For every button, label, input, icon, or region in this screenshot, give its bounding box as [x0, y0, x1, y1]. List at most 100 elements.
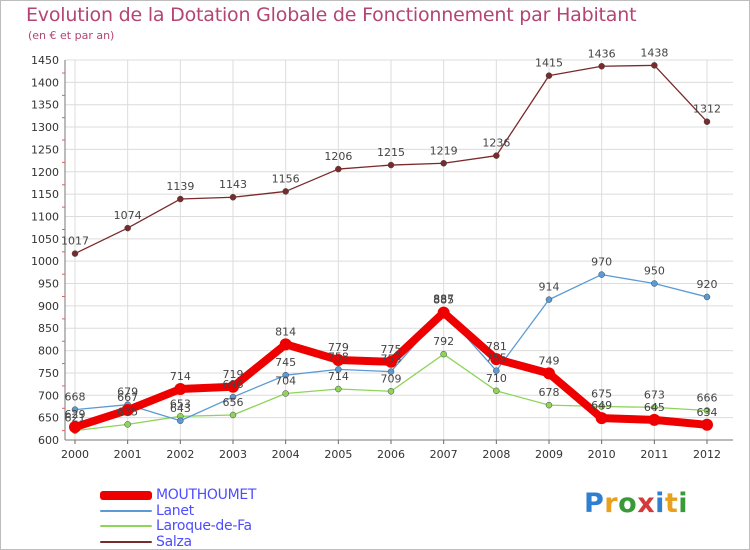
x-tick-label: 2005 — [324, 448, 352, 461]
logo-letter: o — [618, 488, 638, 519]
legend-label: Lanet — [156, 503, 194, 519]
y-tick-label: 950 — [38, 278, 59, 291]
data-label: 1236 — [482, 137, 510, 150]
data-point — [545, 296, 553, 303]
data-point — [651, 404, 658, 411]
y-tick-label: 1250 — [31, 143, 59, 156]
data-label: 666 — [697, 391, 718, 404]
data-label: 1215 — [377, 146, 405, 159]
data-point — [437, 306, 450, 319]
x-tick-label: 2004 — [272, 448, 300, 461]
data-label: 714 — [328, 370, 349, 383]
data-point — [282, 371, 289, 379]
series-lines — [69, 62, 713, 434]
x-tick-label: 2003 — [219, 448, 247, 461]
y-tick-label: 1350 — [31, 99, 59, 112]
data-point — [121, 404, 134, 417]
data-point — [545, 72, 553, 79]
data-point — [703, 118, 711, 125]
data-point — [651, 280, 658, 287]
legend-label: Salza — [156, 534, 192, 550]
x-tick-label: 2009 — [535, 448, 563, 461]
data-point — [69, 421, 81, 434]
data-label: 1017 — [61, 235, 89, 248]
x-tick-label: 2010 — [588, 448, 616, 461]
data-label: 950 — [644, 265, 665, 278]
data-point — [651, 62, 658, 69]
data-label: 634 — [697, 406, 718, 419]
y-tick-label: 1200 — [31, 166, 59, 179]
chart-subtitle: (en € et par an) — [28, 29, 115, 42]
x-tick-label: 2011 — [640, 448, 668, 461]
y-tick-label: 650 — [38, 412, 59, 425]
data-label: 714 — [170, 370, 191, 383]
data-label: 745 — [275, 356, 296, 369]
legend-swatch — [100, 510, 152, 512]
data-point — [387, 388, 395, 395]
data-point — [282, 188, 289, 195]
y-tick-label: 1400 — [31, 76, 59, 89]
data-point — [282, 390, 289, 397]
data-label: 749 — [539, 354, 560, 367]
data-point — [490, 353, 503, 366]
data-point — [440, 160, 447, 167]
data-label: 635 — [117, 405, 138, 418]
legend-swatch — [100, 541, 152, 543]
data-label: 885 — [433, 294, 454, 307]
legend-label: MOUTHOUMET — [156, 487, 257, 503]
data-label: 755 — [486, 352, 507, 365]
x-tick-label: 2000 — [61, 448, 89, 461]
data-point — [385, 355, 397, 368]
data-point — [71, 406, 79, 413]
x-tick-label: 2001 — [114, 448, 142, 461]
data-label: 775 — [381, 343, 402, 356]
y-tick-label: 900 — [38, 300, 59, 313]
data-point — [543, 367, 555, 380]
data-point — [279, 338, 292, 351]
legend-item: Laroque-de-Fa — [100, 518, 252, 534]
x-tick-label: 2006 — [377, 448, 405, 461]
data-point — [545, 401, 553, 409]
axes: 600 650 700 750 800 850 900 950 1000 1050 1100 1150… — [31, 54, 733, 461]
data-label: 792 — [433, 335, 454, 348]
data-label: 781 — [486, 340, 507, 353]
data-labels: 629 667 714 719 814 779 775 885 781 749 649 645 634 6… — [61, 46, 721, 424]
data-label: 673 — [644, 388, 665, 401]
legend-swatch — [100, 490, 152, 500]
data-label: 649 — [591, 399, 612, 412]
data-point — [703, 407, 711, 414]
data-label: 1074 — [114, 209, 142, 222]
x-tick-label: 2012 — [693, 448, 721, 461]
legend-swatch — [100, 525, 152, 527]
legend-item: MOUTHOUMET — [100, 487, 256, 503]
data-label: 710 — [486, 372, 507, 385]
logo-letter: t — [664, 488, 679, 519]
data-label: 887 — [433, 293, 454, 306]
logo-letter: P — [584, 488, 605, 519]
data-point — [598, 271, 605, 278]
data-point — [335, 366, 342, 373]
data-point — [124, 224, 131, 232]
data-point — [703, 293, 711, 301]
grid — [65, 59, 733, 441]
data-point — [335, 165, 342, 173]
x-tick-label: 2002 — [166, 448, 194, 461]
data-point — [332, 353, 345, 366]
data-label: 1143 — [219, 178, 247, 191]
data-label: 1219 — [430, 144, 458, 157]
data-label: 621 — [65, 412, 86, 425]
data-point — [598, 403, 605, 410]
data-label: 645 — [644, 401, 665, 414]
data-point — [177, 417, 184, 425]
data-point — [595, 412, 608, 425]
data-label: 704 — [275, 375, 296, 388]
y-tick-label: 1050 — [31, 233, 59, 246]
data-point — [229, 411, 237, 419]
y-tick-label: 1150 — [31, 188, 59, 201]
data-label: 653 — [170, 397, 191, 410]
y-tick-label: 700 — [38, 389, 59, 402]
data-point — [387, 368, 395, 375]
y-tick-label: 1450 — [31, 54, 59, 67]
data-label: 678 — [539, 386, 560, 399]
